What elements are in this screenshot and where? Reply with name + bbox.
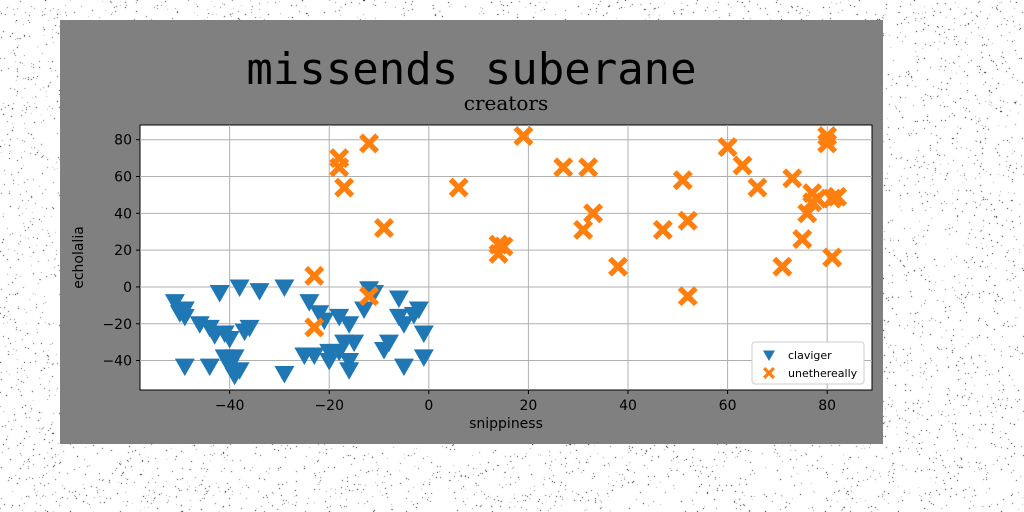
legend-claviger-symbol [763,350,775,361]
unethereally-point [359,286,380,307]
unethereally-point [822,247,843,268]
unethereally-point [583,203,604,224]
claviger-point [229,279,250,297]
unethereally-point [304,265,325,286]
scatter-chart: creators −40 −20 0 20 40 60 80−40−20020406080 … [71,91,873,432]
unethereally-point [359,133,380,154]
y-tick-label: 60 [114,170,132,186]
y-tick-label: 0 [123,280,132,296]
claviger-point [408,301,429,320]
claviger-point [413,349,434,367]
x-tick-label: 0 [424,398,433,414]
legend-label-unethereally: unethereally [788,367,858,380]
axis-ticks: −40 −20 0 20 40 60 80 −40 −20 0 20 40 60 80 [102,133,836,414]
claviger-point [354,301,375,320]
unethereally-point [797,203,818,224]
unethereally-point [827,186,848,207]
x-tick-label: −20 [314,398,344,414]
legend-marker-unethereally [763,367,775,379]
y-tick-label: 40 [114,206,132,222]
unethereally-point [448,177,469,198]
claviger-point [388,290,409,308]
claviger-point [339,362,360,380]
unethereally-point [334,177,355,198]
y-tick-label: 20 [114,243,132,259]
claviger-point [314,312,335,331]
claviger-point [174,358,195,377]
unethereally-point [677,210,698,231]
claviger-point [209,284,230,303]
unethereally-point [747,177,768,198]
claviger-point [339,316,360,334]
data-points [164,126,848,386]
claviger-point [393,316,414,334]
unethereally-point [792,229,813,250]
unethereally-point [573,219,594,240]
claviger-point [378,334,399,353]
unethereally-point [304,317,325,338]
unethereally-point [782,168,803,189]
y-tick-label: −40 [102,354,132,370]
x-tick-label: 40 [619,398,637,414]
unethereally-point [817,133,838,154]
legend-label-claviger: claviger [788,349,832,362]
claviger-point [304,347,325,366]
claviger-point [339,353,360,371]
claviger-point [199,358,220,377]
unethereally-point [807,188,828,209]
legend-box [751,341,865,385]
series-unethereally [304,126,848,338]
claviger-point [329,308,350,327]
unethereally-point [732,155,753,176]
series-claviger [164,279,434,386]
unethereally-point [677,286,698,307]
claviger-point [319,353,340,371]
figure-panel: missends suberane creators −40 −20 0 20 40 60… [60,20,883,444]
claviger-point [239,319,260,338]
claviger-point [224,349,245,367]
x-tick-label: 80 [818,398,836,414]
unethereally-point [553,157,574,178]
claviger-point [413,325,434,343]
unethereally-point [493,236,514,257]
claviger-point [393,358,414,377]
unethereally-point [652,219,673,240]
y-axis-label: echolalia [71,226,87,289]
unethereally-point [717,137,738,158]
claviger-point [274,365,295,384]
figure-suptitle: missends suberane [246,44,697,95]
unethereally-point [672,170,693,191]
claviger-point [299,294,320,312]
x-axis-label: snippiness [469,416,543,432]
y-tick-label: 80 [114,133,132,149]
x-tick-label: 20 [519,398,537,414]
unethereally-point [578,157,599,178]
claviger-point [344,334,365,353]
unethereally-point [608,256,629,277]
claviger-point [249,283,270,301]
x-tick-label: 60 [719,398,737,414]
chart-legend: claviger unethereally [751,341,865,385]
unethereally-point [329,157,350,178]
claviger-point [174,301,195,320]
y-tick-label: −20 [102,317,132,333]
unethereally-point [513,126,534,147]
claviger-point [219,330,240,349]
chart-title: creators [464,91,548,115]
legend-marker-claviger [763,350,775,361]
x-tick-label: −40 [215,398,245,414]
unethereally-point [772,256,793,277]
unethereally-point [374,218,394,239]
claviger-point [224,367,245,386]
legend-unethereally-symbol [763,367,775,379]
claviger-point [274,279,295,297]
